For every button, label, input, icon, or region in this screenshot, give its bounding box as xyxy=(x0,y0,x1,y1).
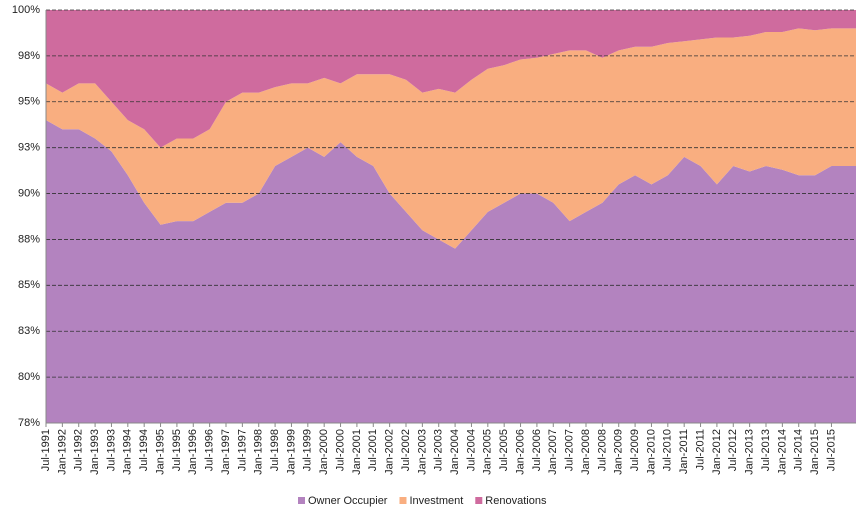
x-tick-label: Jul-1994 xyxy=(138,429,150,471)
x-tick-label: Jul-2014 xyxy=(793,429,805,471)
x-tick-label: Jan-2012 xyxy=(711,429,723,475)
x-tick-label: Jul-2001 xyxy=(367,429,379,471)
x-tick-label: Jul-1992 xyxy=(73,429,85,471)
area xyxy=(46,28,856,249)
legend-label: Renovations xyxy=(485,495,547,507)
x-tick-label: Jan-2015 xyxy=(809,429,821,475)
x-tick-label: Jul-1991 xyxy=(40,429,52,471)
x-tick-label: Jul-1993 xyxy=(105,429,117,471)
x-tick-label: Jan-2000 xyxy=(318,429,330,475)
x-tick-label: Jul-2003 xyxy=(433,429,445,471)
x-tick-label: Jul-1997 xyxy=(236,429,248,471)
x-tick-label: Jan-2014 xyxy=(776,429,788,475)
y-tick-label: 100% xyxy=(12,4,40,16)
x-tick-label: Jul-1995 xyxy=(171,429,183,471)
y-tick-label: 93% xyxy=(18,142,40,154)
y-tick-label: 83% xyxy=(18,325,40,337)
x-tick-label: Jan-1995 xyxy=(154,429,166,475)
y-tick-label: 90% xyxy=(18,187,40,199)
x-tick-label: Jul-1996 xyxy=(204,429,216,471)
legend-swatch xyxy=(475,497,483,504)
x-tick-label: Jul-2006 xyxy=(531,429,543,471)
legend-label: Owner Occupier xyxy=(308,495,388,507)
x-tick-label: Jan-1999 xyxy=(285,429,297,475)
x-tick-label: Jan-1997 xyxy=(220,429,232,475)
x-tick-label: Jan-1996 xyxy=(187,429,199,475)
x-tick-label: Jul-2007 xyxy=(564,429,576,471)
x-tick-label: Jan-2004 xyxy=(449,429,461,475)
area xyxy=(46,120,856,423)
x-tick-label: Jul-2008 xyxy=(596,429,608,471)
x-tick-label: Jul-2000 xyxy=(334,429,346,471)
x-tick-label: Jan-1998 xyxy=(253,429,265,475)
x-tick-label: Jan-2011 xyxy=(678,429,690,474)
x-tick-label: Jul-2004 xyxy=(465,429,477,471)
x-tick-label: Jan-1994 xyxy=(122,429,134,475)
legend: Owner Occupier Investment Renovations xyxy=(298,495,547,507)
y-tick-label: 88% xyxy=(18,233,40,245)
x-tick-label: Jul-2009 xyxy=(629,429,641,471)
x-tick-label: Jul-2005 xyxy=(498,429,510,471)
x-tick-label: Jul-2015 xyxy=(825,429,837,471)
x-tick-label: Jul-1999 xyxy=(302,429,314,471)
x-tick-label: Jan-2007 xyxy=(547,429,559,475)
x-tick-label: Jan-2003 xyxy=(416,429,428,475)
x-tick-label: Jan-2002 xyxy=(384,429,396,475)
x-tick-label: Jul-2011 xyxy=(694,429,706,470)
area xyxy=(46,10,856,148)
x-tick-label: Jan-2005 xyxy=(482,429,494,475)
x-tick-label: Jan-2010 xyxy=(645,429,657,475)
y-tick-label: 80% xyxy=(18,371,40,383)
y-tick-label: 78% xyxy=(18,417,40,429)
x-tick-label: Jul-1998 xyxy=(269,429,281,471)
y-tick-label: 95% xyxy=(18,96,40,108)
x-tick-label: Jul-2010 xyxy=(662,429,674,471)
x-tick-label: Jul-2012 xyxy=(727,429,739,471)
x-tick-label: Jul-2013 xyxy=(760,429,772,471)
x-tick-label: Jan-2006 xyxy=(514,429,526,475)
x-tick-label: Jan-2009 xyxy=(613,429,625,475)
x-tick-label: Jul-2002 xyxy=(400,429,412,471)
legend-label: Investment xyxy=(409,495,463,507)
x-tick-label: Jan-2008 xyxy=(580,429,592,475)
x-tick-label: Jan-2013 xyxy=(744,429,756,475)
legend-swatch xyxy=(298,497,305,504)
x-tick-label: Jan-2001 xyxy=(351,429,363,475)
legend-swatch xyxy=(399,497,407,504)
x-tick-label: Jan-1993 xyxy=(89,429,101,475)
x-tick-label: Jan-1992 xyxy=(56,429,68,475)
y-tick-label: 85% xyxy=(18,279,40,291)
y-tick-label: 98% xyxy=(18,50,40,62)
